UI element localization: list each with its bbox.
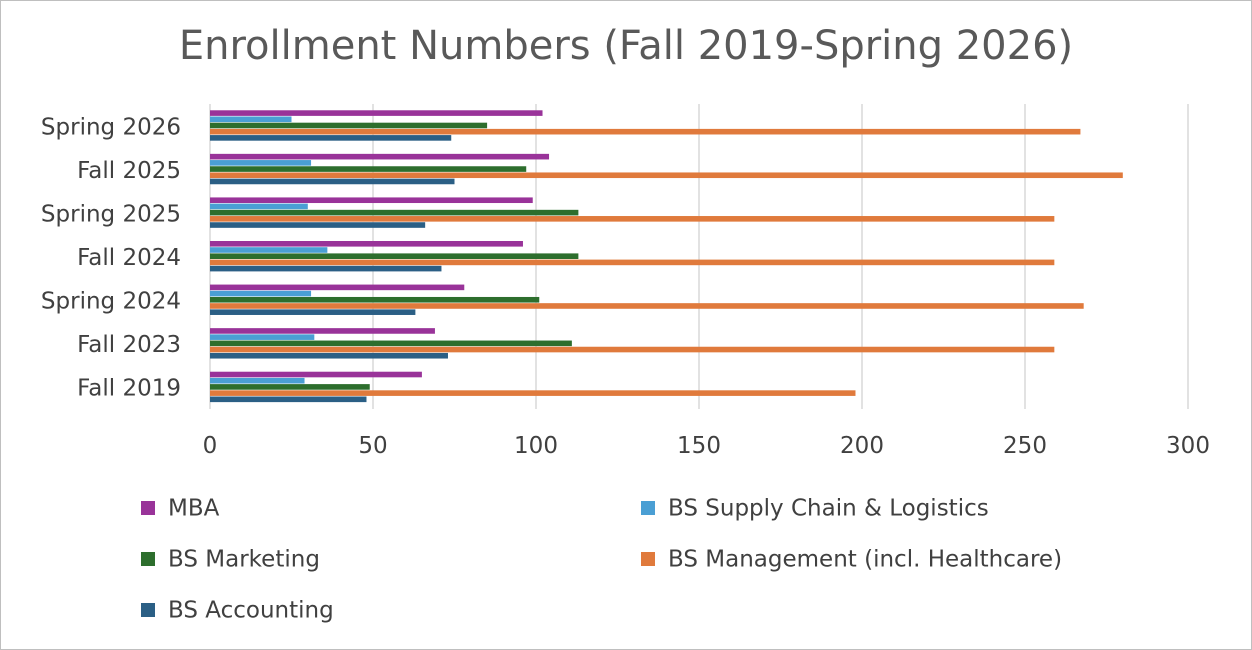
x-tick-label-150: 150 — [677, 433, 721, 459]
bar-fall-2019-4 — [210, 390, 856, 396]
x-tick-label-300: 300 — [1166, 433, 1210, 459]
bar-spring-2026-3 — [210, 122, 488, 129]
bar-fall-2019-1 — [210, 371, 422, 378]
legend-swatch-2 — [641, 501, 655, 515]
bar-fall-2025-2 — [210, 160, 312, 166]
bar-fall-2023-3 — [210, 340, 572, 347]
x-tick-label-250: 250 — [1003, 433, 1047, 459]
y-tick-label-fall-2025: Fall 2025 — [77, 158, 181, 184]
x-tick-label-200: 200 — [840, 433, 884, 459]
bar-spring-2025-5 — [210, 222, 426, 228]
bar-spring-2024-5 — [210, 309, 416, 315]
legend: MBA BS Supply Chain & Logistics BS Marketi… — [141, 496, 1062, 624]
bars-layer — [210, 110, 1123, 403]
chart-title: Enrollment Numbers (Fall 2019-Spring 202… — [179, 23, 1073, 69]
bar-spring-2025-3 — [210, 209, 579, 216]
bar-fall-2019-5 — [210, 396, 367, 403]
y-axis-labels: Spring 2026 Fall 2025 Spring 2025 Fall 2024… — [41, 114, 181, 401]
legend-swatch-5 — [141, 603, 155, 617]
bar-spring-2025-2 — [210, 203, 308, 210]
bar-fall-2023-4 — [210, 346, 1055, 353]
legend-label-1: MBA — [168, 496, 220, 522]
legend-label-5: BS Accounting — [168, 598, 334, 624]
bar-fall-2019-2 — [210, 377, 305, 384]
bar-fall-2025-5 — [210, 178, 455, 185]
bar-fall-2023-2 — [210, 334, 315, 340]
bar-fall-2023-1 — [210, 328, 435, 334]
y-tick-label-fall-2023: Fall 2023 — [77, 332, 181, 358]
bar-spring-2026-5 — [210, 135, 452, 141]
bar-spring-2024-2 — [210, 290, 312, 297]
bar-fall-2024-2 — [210, 247, 328, 253]
bar-spring-2024-1 — [210, 284, 465, 291]
bar-spring-2026-4 — [210, 128, 1081, 135]
y-tick-label-spring-2024: Spring 2024 — [41, 289, 181, 315]
y-tick-label-spring-2025: Spring 2025 — [41, 201, 181, 227]
legend-label-2: BS Supply Chain & Logistics — [668, 496, 989, 522]
bar-fall-2025-4 — [210, 172, 1123, 179]
x-axis-labels: 0 50 100 150 200 250 300 — [203, 433, 1210, 459]
legend-label-3: BS Marketing — [168, 547, 320, 573]
bar-fall-2023-5 — [210, 352, 448, 359]
bar-fall-2025-3 — [210, 166, 527, 172]
legend-swatch-1 — [141, 501, 155, 515]
bar-spring-2026-1 — [210, 110, 543, 116]
y-tick-label-fall-2019: Fall 2019 — [77, 376, 181, 402]
bar-fall-2024-3 — [210, 253, 579, 259]
x-tick-label-50: 50 — [358, 433, 387, 459]
legend-swatch-3 — [141, 552, 155, 566]
y-tick-label-spring-2026: Spring 2026 — [41, 114, 181, 140]
bar-spring-2024-3 — [210, 296, 540, 303]
bar-fall-2019-3 — [210, 384, 370, 390]
bar-fall-2024-1 — [210, 241, 523, 247]
bar-fall-2025-1 — [210, 153, 550, 160]
bar-fall-2024-5 — [210, 265, 442, 272]
x-tick-label-0: 0 — [203, 433, 218, 459]
bar-spring-2026-2 — [210, 116, 292, 123]
legend-swatch-4 — [641, 552, 655, 566]
y-tick-label-fall-2024: Fall 2024 — [77, 245, 181, 271]
bar-spring-2024-4 — [210, 303, 1084, 309]
bar-spring-2025-1 — [210, 197, 533, 204]
x-tick-label-100: 100 — [514, 433, 558, 459]
bar-spring-2025-4 — [210, 216, 1055, 222]
legend-label-4: BS Management (incl. Healthcare) — [668, 547, 1062, 573]
bar-fall-2024-4 — [210, 259, 1055, 266]
